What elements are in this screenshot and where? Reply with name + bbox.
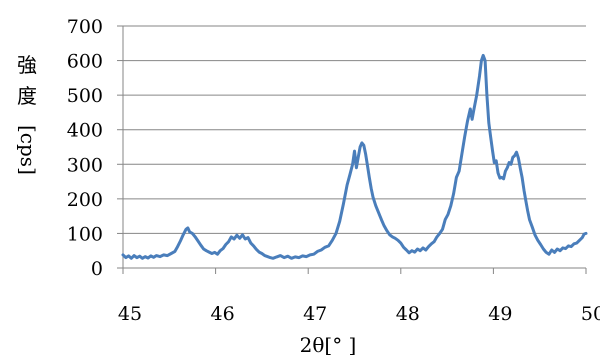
series-line xyxy=(121,53,588,260)
y-tick-label: 100 xyxy=(67,223,103,245)
y-tick-labels: 0 100 200 300 400 500 600 700 xyxy=(67,16,103,280)
y-tick-label: 700 xyxy=(67,16,103,38)
y-axis-title-unit: [cps] xyxy=(16,125,40,175)
y-tick-label: 500 xyxy=(67,85,103,107)
x-tick-label: 49 xyxy=(488,303,512,325)
gridlines xyxy=(123,25,586,234)
x-tick-labels: 45 46 47 48 49 50 xyxy=(118,303,600,325)
y-tick-label: 300 xyxy=(67,154,103,176)
y-tick-label: 600 xyxy=(67,51,103,73)
y-axis-title-char: 度 xyxy=(17,84,37,108)
x-tick-label: 45 xyxy=(118,303,142,325)
y-tick-label: 0 xyxy=(91,258,103,280)
y-tick-label: 400 xyxy=(67,120,103,142)
x-axis-title: 2θ[° ] xyxy=(300,333,357,357)
x-tick-label: 48 xyxy=(396,303,420,325)
y-axis-title: 強度 [cps] xyxy=(16,53,40,175)
axes xyxy=(117,25,587,274)
x-tick-label: 47 xyxy=(303,303,327,325)
x-tick-label: 46 xyxy=(211,303,235,325)
y-axis-title-char: 強 xyxy=(17,53,37,77)
series-layer xyxy=(121,53,588,260)
y-tick-label: 200 xyxy=(67,189,103,211)
x-tick-label: 50 xyxy=(581,303,600,325)
